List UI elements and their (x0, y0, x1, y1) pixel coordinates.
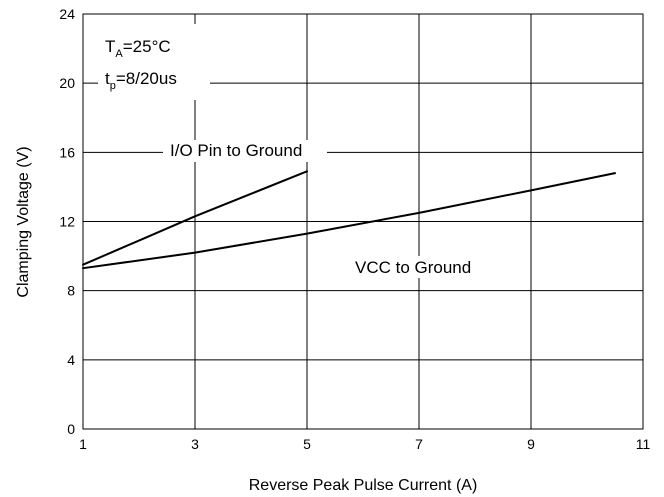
vcc-label-background (350, 256, 494, 278)
vcc-series-label: VCC to Ground (355, 258, 471, 277)
y-tick-label: 4 (67, 352, 75, 368)
x-tick-label: 5 (303, 436, 311, 452)
io-pin-to-ground-line (82, 170, 308, 266)
io-pin-series-label: I/O Pin to Ground (170, 141, 302, 160)
y-tick-label: 0 (67, 421, 75, 437)
x-tick-labels: 1 3 5 7 9 11 (79, 436, 650, 452)
x-tick-label: 11 (636, 436, 651, 452)
temperature-condition: TA=25°C (105, 37, 171, 60)
y-tick-label: 12 (59, 214, 75, 230)
plot-frame (82, 13, 644, 430)
x-tick-label: 7 (415, 436, 423, 452)
y-axis-title: Clamping Voltage (V) (15, 146, 32, 297)
x-axis-title: Reverse Peak Pulse Current (A) (249, 477, 478, 494)
conditions-label-background (98, 24, 210, 100)
x-tick-label: 3 (191, 436, 199, 452)
y-tick-label: 20 (59, 75, 75, 91)
y-tick-label: 16 (59, 144, 75, 160)
io-label-background (163, 140, 327, 162)
y-tick-label: 24 (59, 6, 75, 22)
vcc-to-ground-line (82, 172, 616, 270)
pulse-condition: tp=8/20us (105, 69, 177, 92)
x-tick-label: 9 (527, 436, 535, 452)
y-tick-label: 8 (67, 283, 75, 299)
series-lines (82, 170, 616, 270)
y-tick-labels: 0 4 8 12 16 20 24 (59, 6, 75, 437)
x-tick-label: 1 (79, 436, 87, 452)
